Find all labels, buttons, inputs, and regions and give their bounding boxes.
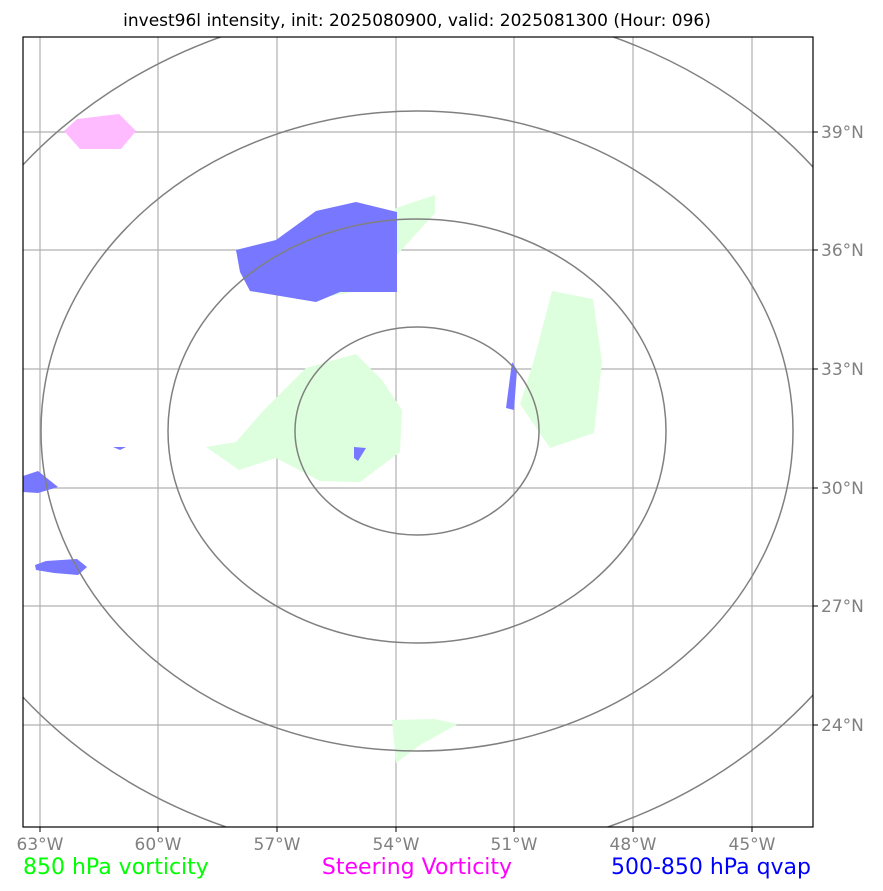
- qvap-tiny-dot: [113, 447, 126, 450]
- lon-label-48w: 48°W: [610, 835, 657, 855]
- lon-label-54w: 54°W: [373, 835, 420, 855]
- lat-label-24n: 24°N: [821, 716, 864, 736]
- lat-label-30n: 30°N: [821, 479, 864, 499]
- qvap-contours: [23, 202, 517, 575]
- qvap-north-region: [236, 202, 397, 302]
- map-frame: [22, 36, 814, 828]
- lon-label-60w: 60°W: [135, 835, 182, 855]
- qvap-west-blob: [23, 471, 58, 493]
- lat-label-39n: 39°N: [821, 123, 864, 143]
- lon-label-45w: 45°W: [729, 835, 776, 855]
- qvap-east-sliver: [506, 362, 517, 410]
- plot-area: [23, 37, 813, 827]
- vorticity-850-contours: [206, 195, 602, 763]
- legend-qvap: 500-850 hPa qvap: [611, 855, 811, 880]
- qvap-center-dot: [354, 447, 366, 461]
- latitude-axis: 39°N 36°N 33°N 30°N 27°N 24°N: [813, 123, 864, 736]
- vorticity-850-south-region: [392, 719, 458, 763]
- range-ring-second: [167, 218, 667, 644]
- legend-steering-vorticity: Steering Vorticity: [322, 855, 512, 880]
- range-ring-third: [40, 110, 794, 752]
- vorticity-850-east-region: [520, 291, 602, 448]
- lat-label-27n: 27°N: [821, 597, 864, 617]
- map-title: invest96l intensity, init: 2025080900, v…: [123, 11, 711, 31]
- gridlines: [23, 37, 813, 827]
- lon-label-51w: 51°W: [491, 835, 538, 855]
- lon-label-63w: 63°W: [17, 835, 64, 855]
- steering-vorticity-region: [64, 114, 136, 149]
- range-ring-inner: [294, 326, 540, 536]
- lat-label-36n: 36°N: [821, 241, 864, 261]
- lon-label-57w: 57°W: [254, 835, 301, 855]
- legend-850-vorticity: 850 hPa vorticity: [23, 855, 209, 880]
- longitude-axis: 63°W 60°W 57°W 54°W 51°W 48°W 45°W: [17, 827, 776, 855]
- vorticity-850-center-region: [206, 354, 402, 482]
- lat-label-33n: 33°N: [821, 360, 864, 380]
- range-rings: [23, 37, 813, 827]
